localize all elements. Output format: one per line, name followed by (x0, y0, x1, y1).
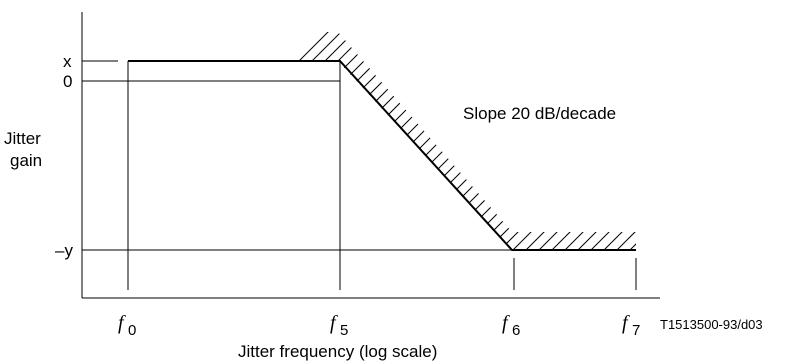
x-tick-f6: f 6 (502, 312, 520, 339)
hatch-stroke (333, 32, 565, 250)
svg-text:f: f (330, 312, 338, 334)
slope-annotation: Slope 20 dB/decade (463, 104, 616, 123)
hatch-stroke (541, 32, 636, 250)
y-tick-minus-y: –y (55, 241, 73, 260)
hatch-stroke (190, 32, 422, 250)
y-tick-zero: 0 (63, 72, 72, 91)
hatch-stroke (216, 32, 448, 250)
hatch-stroke (424, 32, 636, 250)
hatch-stroke (450, 32, 636, 250)
hatch-stroke (203, 32, 435, 250)
hatch-stroke (606, 32, 636, 250)
hatch-stroke (255, 32, 487, 250)
hatch-stroke (164, 32, 396, 250)
hatch-stroke (320, 32, 552, 250)
hatch-stroke (489, 32, 636, 250)
x-tick-f0: f 0 (118, 312, 136, 339)
jitter-mask-line (128, 60, 636, 251)
hatch-stroke (632, 32, 636, 250)
svg-text:0: 0 (128, 322, 136, 339)
hatch-stroke (554, 32, 636, 250)
hatch-stroke (128, 32, 357, 250)
svg-text:6: 6 (512, 322, 520, 339)
hatch-stroke (359, 32, 591, 250)
hatch-stroke (128, 32, 344, 250)
hatch-stroke (398, 32, 630, 250)
hatch-stroke (476, 32, 636, 250)
x-tick-f7: f 7 (622, 312, 640, 339)
hatch-stroke (151, 32, 383, 250)
hatch-stroke (646, 30, 790, 260)
hatch-stroke (128, 32, 331, 250)
hatch-stroke (502, 32, 636, 250)
svg-text:f: f (622, 312, 630, 334)
y-tick-x: x (63, 52, 72, 71)
svg-text:5: 5 (340, 322, 348, 339)
svg-text:7: 7 (632, 322, 640, 339)
hatch-stroke (685, 30, 790, 260)
hatch-stroke (580, 32, 636, 250)
figure-id: T1513500-93/d03 (660, 317, 763, 332)
x-tick-f5: f 5 (330, 312, 348, 339)
hatch-stroke (177, 32, 409, 250)
hatch-stroke (593, 32, 636, 250)
x-axis-title: Jitter frequency (log scale) (238, 342, 437, 361)
hatch-stroke (567, 32, 636, 250)
hatch-stroke (281, 32, 513, 250)
hatch-stroke (463, 32, 636, 250)
hatch-stroke (138, 32, 370, 250)
hatch-stroke (346, 32, 578, 250)
hatch-stroke (372, 32, 604, 250)
mask-hatching (128, 30, 790, 260)
hatch-stroke (619, 32, 636, 250)
hatch-stroke (411, 32, 636, 250)
hatch-stroke (229, 32, 461, 250)
hatch-stroke (385, 32, 617, 250)
svg-text:f: f (502, 312, 510, 334)
hatch-stroke (528, 32, 636, 250)
hatch-stroke (659, 30, 790, 260)
y-axis-title-line1: Jitter (4, 129, 41, 148)
hatch-stroke (437, 32, 636, 250)
y-axis-title-line2: gain (10, 151, 42, 170)
hatch-stroke (268, 32, 500, 250)
hatch-stroke (672, 30, 790, 260)
hatch-stroke (242, 32, 474, 250)
hatch-stroke (515, 32, 636, 250)
svg-text:f: f (118, 312, 126, 334)
hatch-stroke (698, 30, 790, 260)
